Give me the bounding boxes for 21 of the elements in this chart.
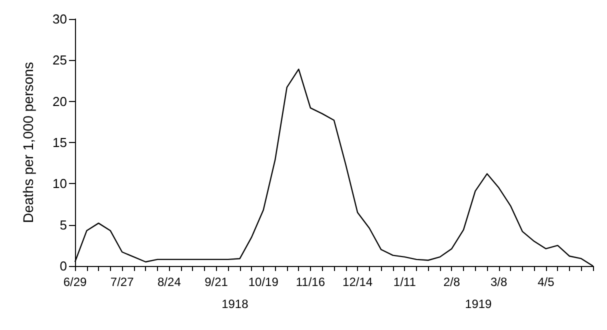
y-tick-label: 10 (52, 176, 67, 192)
y-tick-label: 15 (52, 135, 67, 150)
y-axis-title: Deaths per 1,000 persons (20, 62, 36, 224)
x-tick-label: 4/5 (538, 275, 555, 289)
x-tick-label: 2/8 (443, 275, 460, 289)
x-tick-label: 3/8 (490, 275, 508, 289)
x-tick-label: 6/29 (63, 275, 87, 289)
text: 1918 (222, 297, 249, 311)
x-tick-label: 11/16 (296, 275, 326, 289)
y-tick-label: 0 (60, 258, 67, 274)
x-tick-label: 8/24 (158, 275, 182, 289)
y-tick-label: 20 (52, 94, 67, 109)
y-tick-label: 25 (52, 52, 67, 68)
text: 1919 (465, 297, 492, 311)
y-tick-label: 30 (52, 12, 67, 26)
x-tick-label: 9/21 (204, 275, 228, 289)
y-tick-label: 5 (60, 217, 67, 232)
x-tick-label: 1/11 (393, 275, 416, 289)
x-tick-label: 7/27 (110, 275, 134, 289)
x-tick-label: 12/14 (342, 275, 373, 289)
x-tick-label: 10/19 (248, 275, 279, 289)
